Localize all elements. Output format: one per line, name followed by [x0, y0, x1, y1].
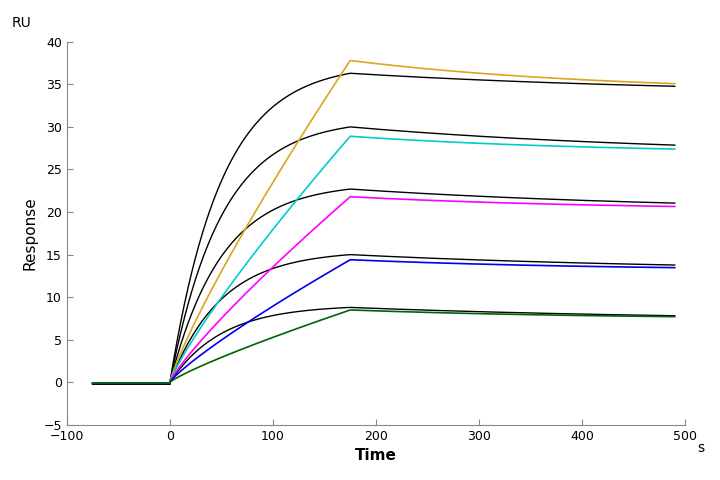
Text: s: s — [698, 441, 705, 455]
X-axis label: Time: Time — [355, 448, 397, 463]
Y-axis label: Response: Response — [23, 196, 38, 270]
Text: RU: RU — [12, 16, 31, 30]
